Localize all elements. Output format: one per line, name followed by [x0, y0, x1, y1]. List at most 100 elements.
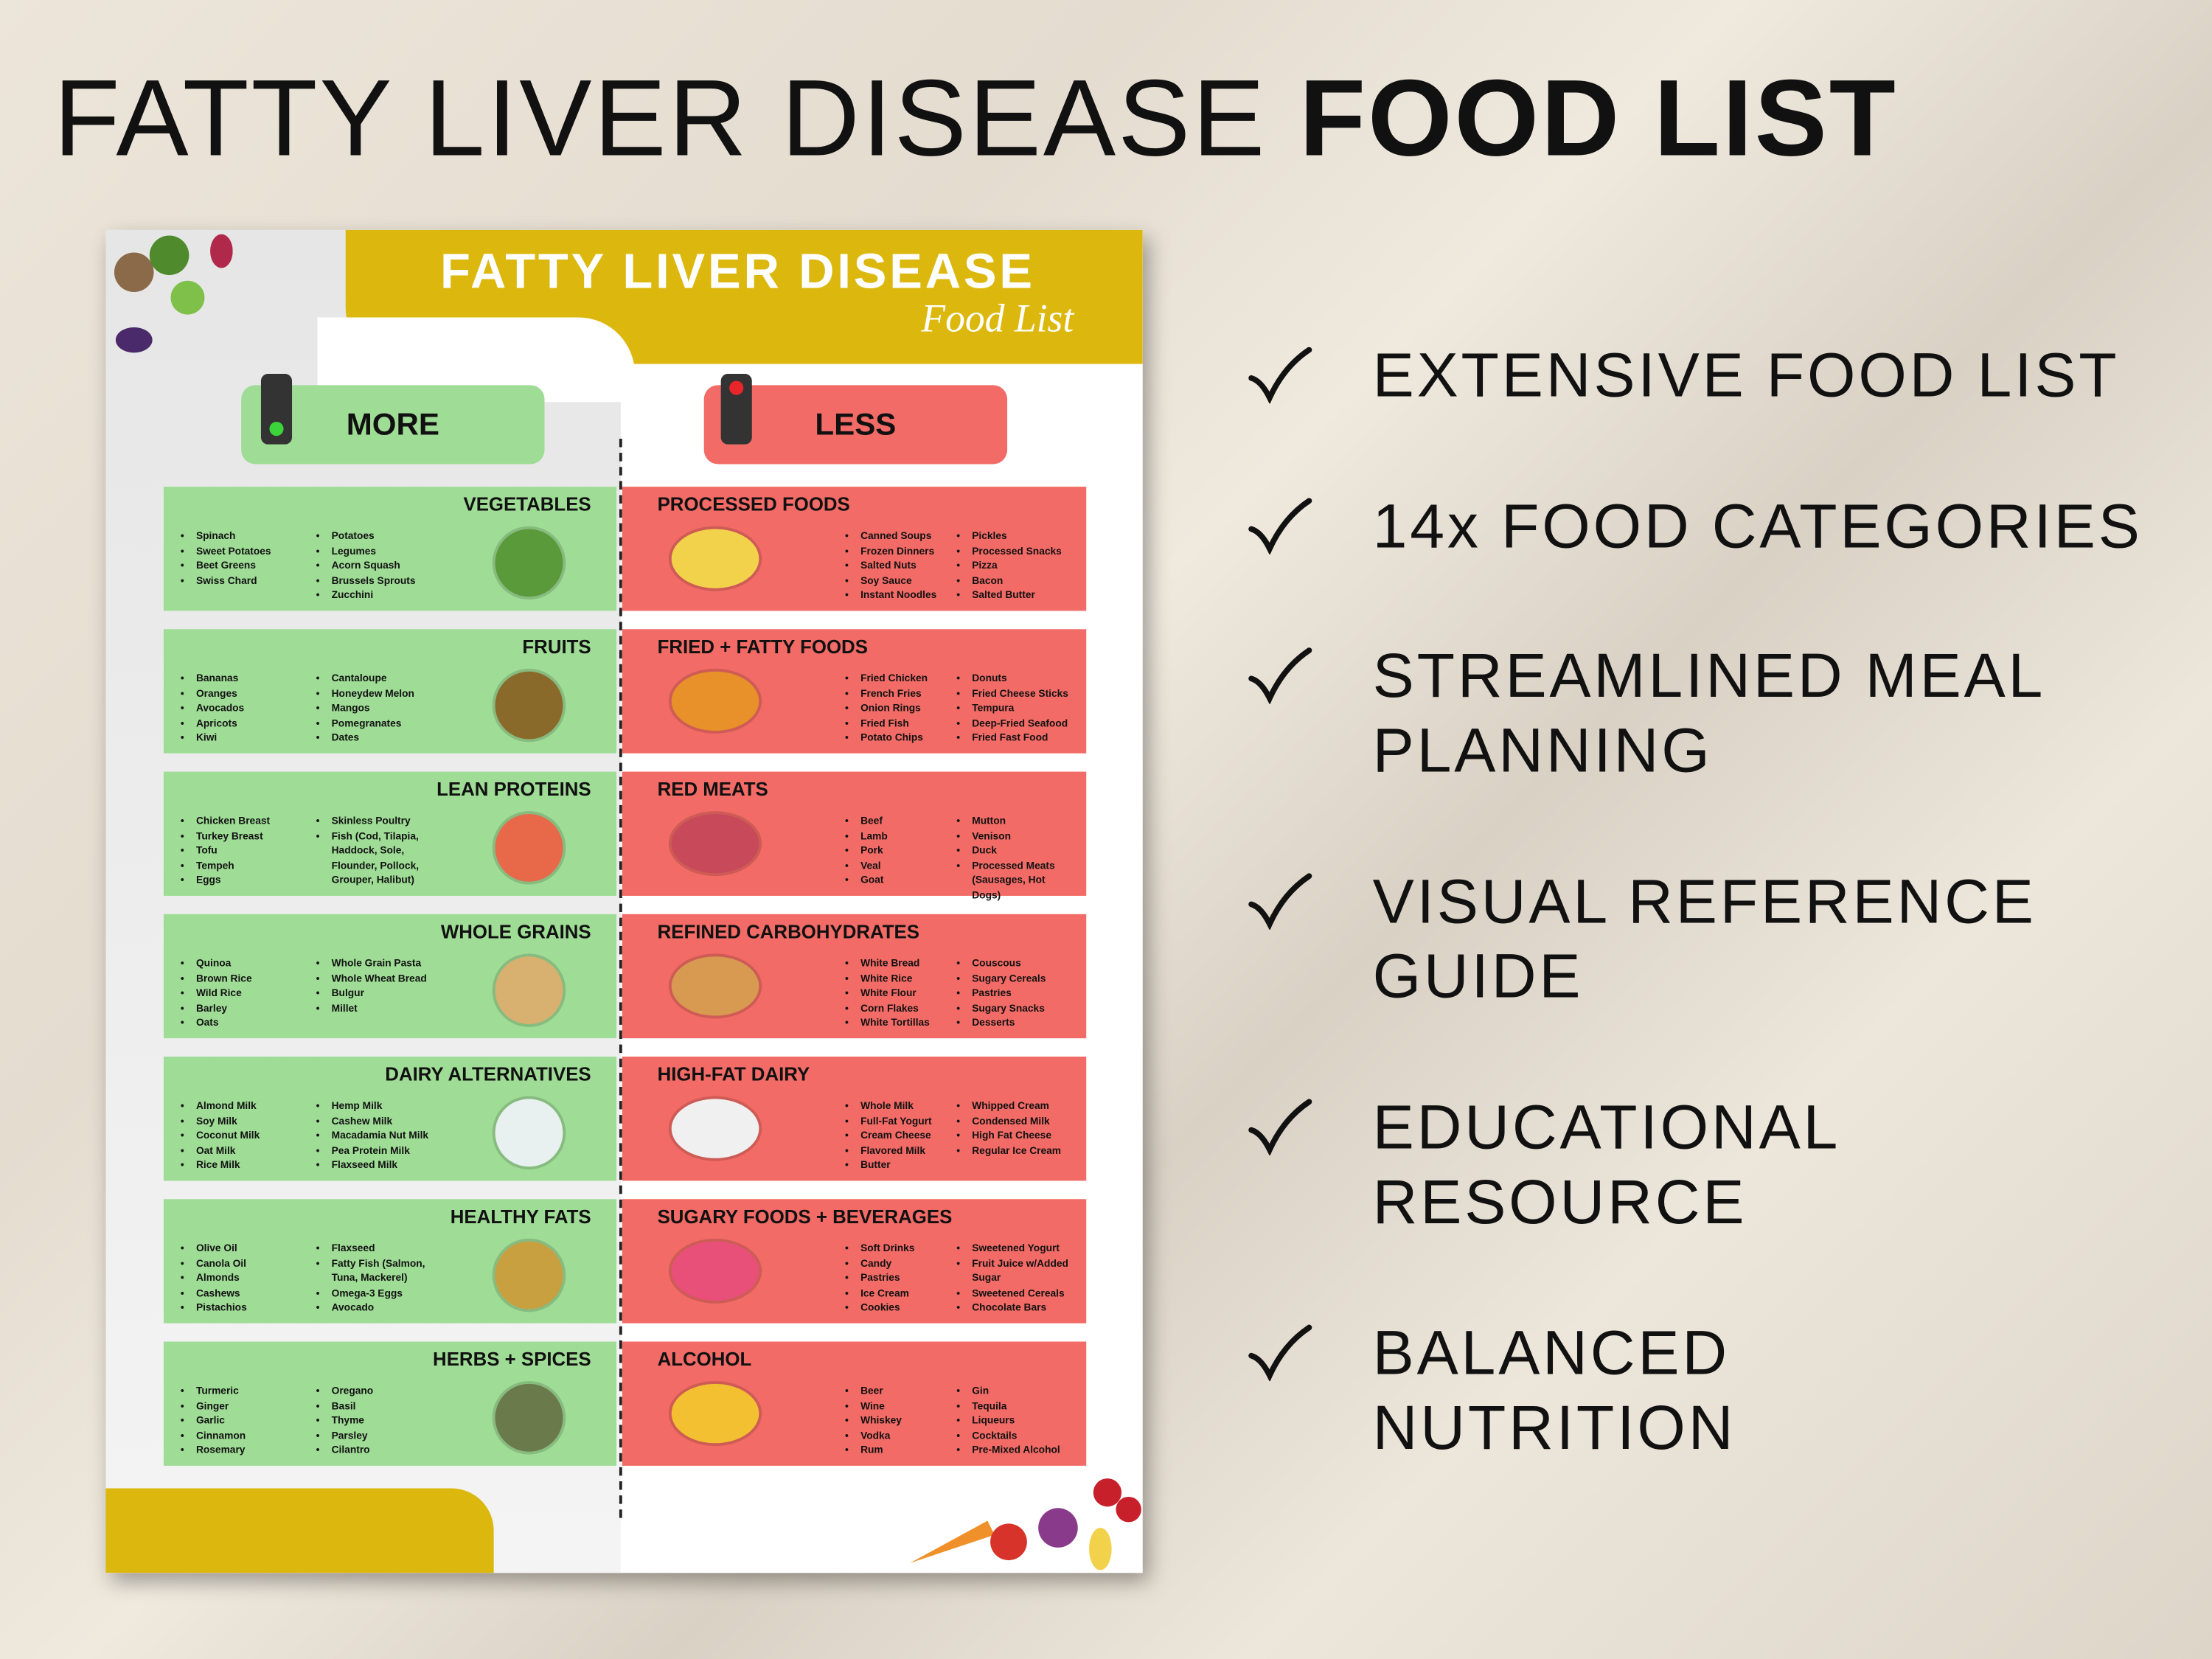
food-list: QuinoaBrown RiceWild RiceBarleyOats [181, 956, 301, 1031]
food-list: SpinachSweet PotatoesBeet GreensSwiss Ch… [181, 529, 301, 588]
food-item: Canned Soups [845, 529, 965, 543]
food-item: Pizza [956, 559, 1077, 574]
food-item: Cantaloupe [316, 672, 437, 686]
category-title: RED MEATS [657, 779, 768, 800]
food-item: White Tortillas [845, 1016, 965, 1031]
food-item: Turkey Breast [181, 829, 301, 844]
category-title: FRIED + FATTY FOODS [657, 636, 868, 658]
food-item: Sweetened Cereals [956, 1286, 1077, 1301]
feature-text: GUIDE [1372, 942, 1584, 1012]
food-item: Condensed Milk [956, 1114, 1077, 1129]
category-title: ALCOHOL [657, 1349, 752, 1370]
food-item: Fruit Juice w/Added Sugar [956, 1256, 1077, 1287]
food-icon [671, 956, 759, 1016]
category-title: WHOLE GRAINS [440, 921, 591, 943]
food-item: Wild Rice [181, 987, 301, 1001]
food-item: Basil [316, 1399, 437, 1413]
food-item: Frozen Dinners [845, 544, 965, 559]
feature-text: PLANNING [1372, 716, 1713, 786]
food-item: Oats [181, 1016, 301, 1031]
food-item: Goat [845, 874, 965, 888]
food-item: Rum [845, 1444, 965, 1458]
food-item: Processed Snacks [956, 544, 1077, 559]
category-card: HERBS + SPICES TurmericGingerGarlicCinnam… [163, 1341, 617, 1466]
food-item: Duck [956, 844, 1077, 858]
food-icon [495, 529, 563, 597]
food-item: Whole Grain Pasta [316, 956, 437, 971]
food-item: Pistachios [181, 1301, 301, 1316]
food-item: Eggs [181, 874, 301, 888]
food-list: BeerWineWhiskeyVodkaRum [845, 1384, 965, 1458]
food-list: Skinless PoultryFish (Cod, Tilapia, Hadd… [316, 814, 437, 888]
food-list: OreganoBasilThymeParsleyCilantro [316, 1384, 437, 1458]
food-item: Pork [845, 844, 965, 858]
food-list: DonutsFried Cheese SticksTempuraDeep-Fri… [956, 672, 1077, 746]
food-list: GinTequilaLiqueursCocktailsPre-Mixed Alc… [956, 1384, 1077, 1458]
food-item: Beef [845, 814, 965, 829]
food-item: Whole Wheat Bread [316, 971, 437, 986]
food-item: Acorn Squash [316, 559, 437, 574]
food-item: Potato Chips [845, 731, 965, 746]
poster: FATTY LIVER DISEASE Food List MORE LESS … [105, 229, 1143, 1573]
food-icon [495, 1383, 563, 1452]
food-item: Rice Milk [181, 1159, 301, 1174]
food-item: Brown Rice [181, 971, 301, 986]
category-card: LEAN PROTEINS Chicken BreastTurkey Breast… [163, 771, 617, 896]
food-item: Gin [956, 1384, 1077, 1399]
feature-text: RESOURCE [1372, 1168, 1747, 1237]
food-item: Flavored Milk [845, 1144, 965, 1158]
food-item: Cilantro [316, 1444, 437, 1458]
traffic-light-green [260, 374, 293, 445]
food-icon [671, 529, 759, 588]
food-item: Veal [845, 859, 965, 874]
food-item: Mutton [956, 814, 1077, 829]
food-item: Omega-3 Eggs [316, 1286, 437, 1301]
category-title: HIGH-FAT DAIRY [657, 1063, 810, 1085]
check-stroke [1248, 873, 1312, 930]
food-item: Venison [956, 829, 1077, 844]
food-list: Whipped CreamCondensed MilkHigh Fat Chee… [956, 1099, 1077, 1158]
category-card: HIGH-FAT DAIRY Whole MilkFull-Fat YogurtC… [622, 1057, 1087, 1181]
food-item: Dates [316, 731, 437, 746]
food-list: CantaloupeHoneydew MelonMangosPomegranat… [316, 672, 437, 746]
food-item: Flaxseed [316, 1242, 437, 1256]
traffic-light-red [720, 374, 752, 445]
veg-decor [114, 234, 233, 353]
food-item: Macadamia Nut Milk [316, 1129, 437, 1144]
food-icon [495, 671, 563, 740]
food-list: Almond MilkSoy MilkCoconut MilkOat MilkR… [181, 1099, 301, 1173]
category-card: REFINED CARBOHYDRATES White BreadWhite Ri… [622, 914, 1087, 1039]
category-card: PROCESSED FOODS Canned SoupsFrozen Dinner… [622, 487, 1087, 611]
category-card: SUGARY FOODS + BEVERAGES Soft DrinksCandy… [622, 1199, 1087, 1324]
food-item: Oregano [316, 1384, 437, 1399]
food-list: Fried ChickenFrench FriesOnion RingsFrie… [845, 672, 965, 746]
food-item: White Flour [845, 987, 965, 1001]
food-item: Cookies [845, 1301, 965, 1316]
food-icon [495, 813, 563, 882]
food-item: Flaxseed Milk [316, 1159, 437, 1174]
food-item: Almond Milk [181, 1099, 301, 1113]
food-item: Brussels Sprouts [316, 574, 437, 588]
food-item: Whole Milk [845, 1099, 965, 1113]
food-icon [495, 1099, 563, 1167]
food-item: Vodka [845, 1429, 965, 1444]
category-title: PROCESSED FOODS [657, 493, 850, 515]
food-item: Cashews [181, 1286, 301, 1301]
food-item: Whipped Cream [956, 1099, 1077, 1113]
food-item: Turmeric [181, 1384, 301, 1399]
bottom-band [105, 1488, 494, 1573]
category-title: DAIRY ALTERNATIVES [385, 1063, 591, 1085]
food-item: Garlic [181, 1413, 301, 1428]
check-stroke [1248, 347, 1312, 404]
main-title: FATTY LIVER DISEASE FOOD LIST [54, 54, 1898, 184]
food-item: Pastries [845, 1271, 965, 1286]
food-list: PotatoesLegumesAcorn SquashBrussels Spro… [316, 529, 437, 603]
food-list: PicklesProcessed SnacksPizzaBaconSalted … [956, 529, 1077, 603]
category-title: FRUITS [522, 636, 591, 658]
food-list: Olive OilCanola OilAlmondsCashewsPistach… [181, 1242, 301, 1316]
food-item: White Rice [845, 971, 965, 986]
feature-text: VISUAL REFERENCE [1372, 867, 2037, 937]
category-card: WHOLE GRAINS QuinoaBrown RiceWild RiceBar… [163, 914, 617, 1039]
category-title: SUGARY FOODS + BEVERAGES [657, 1206, 953, 1228]
